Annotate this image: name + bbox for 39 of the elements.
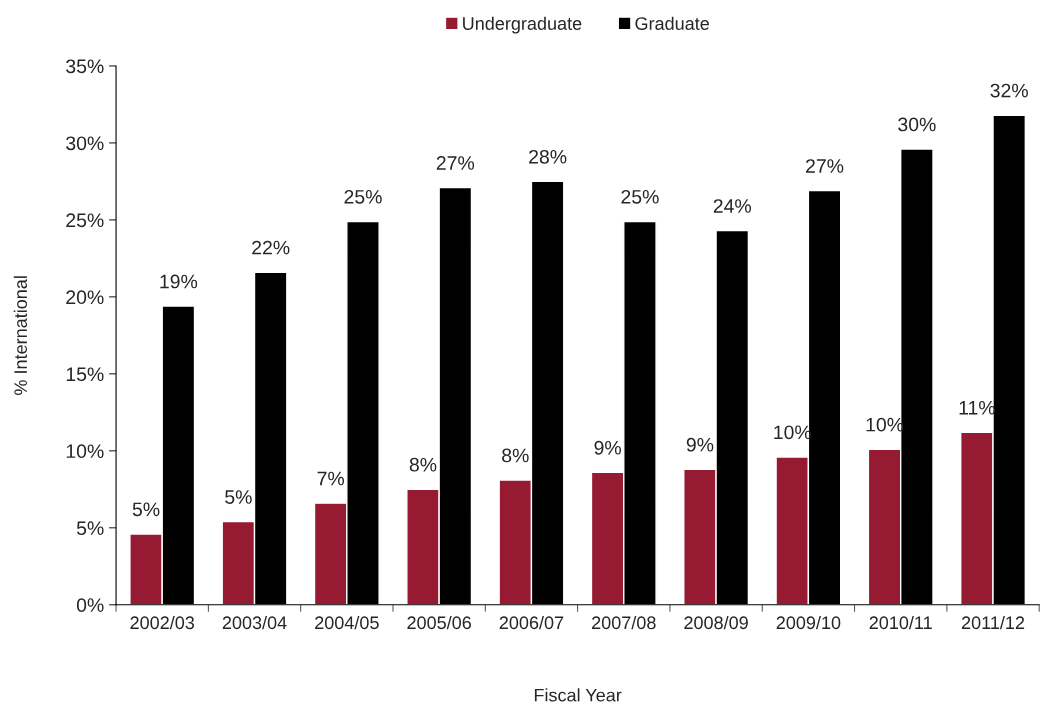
data-label: 5% xyxy=(225,490,252,504)
data-label: 9% xyxy=(686,437,714,452)
data-label: 30% xyxy=(898,117,936,132)
y-tick-label: 5% xyxy=(76,521,104,536)
data-label: 5% xyxy=(132,502,160,517)
x-tick-label: 2003/04 xyxy=(222,615,287,630)
legend-label: Undergraduate xyxy=(463,16,582,34)
y-tick-label: 20% xyxy=(66,290,104,305)
x-tick-label: 2009/10 xyxy=(776,615,841,630)
y-axis-title: % International xyxy=(13,276,28,395)
x-tick-label: 2005/06 xyxy=(407,615,471,630)
data-label: 9% xyxy=(594,440,621,455)
x-tick-label: 2011/12 xyxy=(961,615,1025,630)
data-label: 27% xyxy=(436,156,475,170)
x-tick-label: 2007/08 xyxy=(592,615,656,630)
y-tick-label: 35% xyxy=(66,59,104,74)
y-tick-label: 10% xyxy=(66,444,104,459)
data-label: 19% xyxy=(160,274,198,289)
data-label: 28% xyxy=(529,149,567,164)
x-tick-label: 2010/11 xyxy=(869,615,932,630)
x-tick-label: 2004/05 xyxy=(315,615,379,630)
data-label: 32% xyxy=(990,83,1028,98)
y-tick-label: 30% xyxy=(66,136,104,151)
x-tick-label: 2006/07 xyxy=(499,615,564,630)
x-tick-label: 2002/03 xyxy=(130,615,195,630)
data-label: 8% xyxy=(502,448,529,463)
data-label: 8% xyxy=(409,457,437,472)
y-tick-label: 25% xyxy=(66,213,104,228)
legend-label: Graduate xyxy=(635,16,709,30)
y-tick-label: 15% xyxy=(66,367,104,382)
data-label: 22% xyxy=(252,240,290,255)
data-label: 7% xyxy=(317,471,345,486)
data-label: 25% xyxy=(621,189,659,204)
data-label: 24% xyxy=(713,199,751,213)
x-axis-title: Fiscal Year xyxy=(534,688,622,702)
x-tick-label: 2008/09 xyxy=(684,615,748,630)
data-label: 25% xyxy=(344,189,382,204)
data-label: 27% xyxy=(806,159,844,173)
y-tick-label: 0% xyxy=(76,598,104,613)
